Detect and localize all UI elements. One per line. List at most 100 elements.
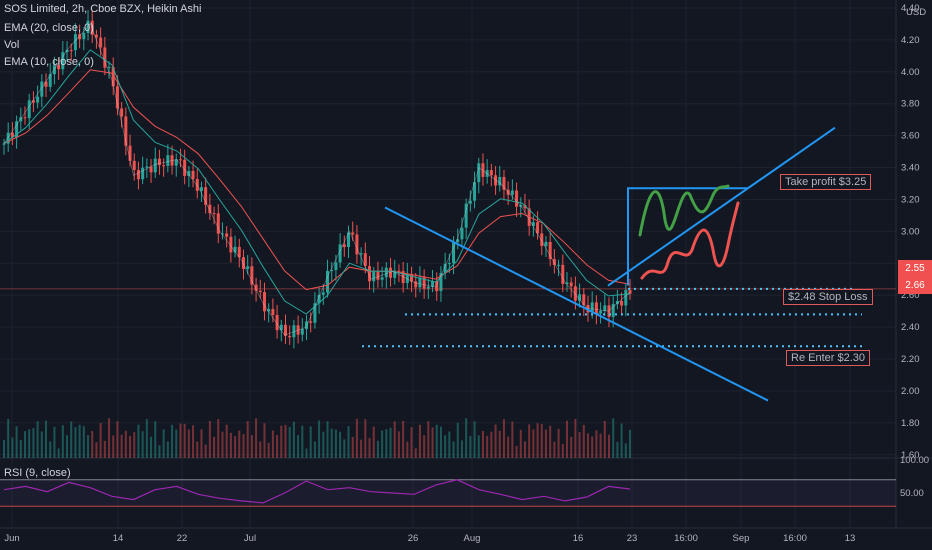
candle-body	[40, 81, 44, 97]
candle-body	[473, 182, 477, 201]
volume-bar	[444, 435, 447, 458]
volume-bar	[124, 430, 127, 458]
volume-bar	[166, 441, 169, 458]
volume-bar	[368, 438, 371, 458]
volume-bar	[187, 429, 190, 458]
volume-bar	[473, 421, 476, 458]
candle-body	[380, 277, 384, 280]
volume-bar	[87, 435, 90, 458]
candle-body	[162, 165, 166, 167]
volume-bar	[70, 421, 73, 458]
target-box	[627, 187, 748, 286]
volume-bar	[221, 431, 224, 458]
volume-bar	[322, 431, 325, 458]
x-tick-label: 22	[177, 533, 188, 544]
candle-body	[36, 96, 40, 103]
y-tick-label: 2.00	[901, 386, 920, 397]
candle-body	[456, 239, 460, 243]
volume-bar	[103, 440, 106, 458]
rsi-tick-label: 50.00	[900, 488, 924, 499]
volume-bar	[536, 423, 539, 458]
volume-bar	[40, 431, 43, 458]
candle-body	[468, 200, 472, 204]
volume-bar	[528, 424, 531, 458]
volume-bar	[502, 419, 505, 458]
candle-body	[573, 286, 577, 301]
volume-bar	[7, 418, 10, 458]
volume-bar	[397, 431, 400, 458]
candle-body	[552, 259, 556, 266]
x-tick-label: Jul	[244, 533, 256, 544]
candle-body	[288, 335, 292, 338]
candle-body	[435, 281, 439, 292]
volume-bar	[507, 436, 510, 458]
candle-body	[321, 292, 325, 295]
candle-body	[65, 50, 69, 53]
volume-bar	[255, 418, 258, 458]
candle-body	[338, 244, 342, 263]
volume-bar	[435, 424, 438, 458]
candle-body	[309, 321, 313, 323]
volume-bar	[486, 435, 489, 458]
candle-body	[149, 166, 153, 173]
ema10-line	[3, 49, 631, 315]
y-tick-label: 1.60	[901, 450, 920, 461]
volume-bar	[603, 420, 606, 458]
volume-bar	[452, 441, 455, 458]
candle-body	[418, 277, 422, 288]
volume-bar	[200, 429, 203, 458]
volume-bar	[133, 432, 136, 458]
candle-body	[300, 328, 304, 335]
volume-bar	[95, 442, 98, 458]
candle-body	[351, 232, 355, 235]
x-tick-label: 16	[573, 533, 584, 544]
candle-body	[615, 301, 619, 304]
volume-bar	[364, 419, 367, 458]
candle-body	[229, 236, 233, 253]
candle-body	[120, 108, 124, 117]
volume-bar	[305, 448, 308, 458]
volume-bar	[276, 434, 279, 458]
volume-bar	[347, 426, 350, 458]
candle-body	[141, 167, 145, 180]
candle-body	[342, 244, 346, 248]
y-tick-label: 4.00	[901, 67, 920, 78]
volume-bar	[57, 448, 60, 458]
candle-body	[389, 267, 393, 278]
candle-body	[19, 117, 23, 122]
candle-body	[31, 100, 35, 103]
volume-bar	[523, 441, 526, 458]
y-tick-label: 2.60	[901, 290, 920, 301]
candle-body	[258, 290, 262, 293]
candle-body	[531, 222, 535, 226]
candle-body	[317, 294, 321, 304]
candle-body	[628, 290, 632, 294]
volume-bar	[137, 424, 140, 458]
volume-bar	[225, 424, 228, 458]
volume-bar	[91, 430, 94, 458]
candle-body	[216, 213, 220, 234]
candle-body	[128, 145, 132, 161]
volume-bar	[196, 441, 199, 458]
volume-bar	[591, 436, 594, 458]
volume-bar	[448, 431, 451, 458]
volume-bar	[19, 440, 22, 458]
candle-body	[582, 294, 586, 306]
volume-bar	[158, 445, 161, 458]
candle-body	[502, 176, 506, 190]
candle-body	[431, 281, 435, 287]
volume-bar	[570, 437, 573, 458]
candle-body	[599, 310, 603, 314]
volume-bar	[284, 424, 287, 458]
x-tick-label: 16:00	[783, 533, 807, 544]
candle-body	[136, 169, 140, 180]
candle-body	[443, 263, 447, 273]
x-tick-label: Sep	[733, 533, 750, 544]
candle-body	[279, 324, 283, 331]
volume-bar	[66, 435, 69, 458]
volume-bar	[61, 425, 64, 458]
candle-body	[510, 190, 514, 195]
volume-bar	[414, 448, 417, 458]
y-tick-label: 3.80	[901, 99, 920, 110]
